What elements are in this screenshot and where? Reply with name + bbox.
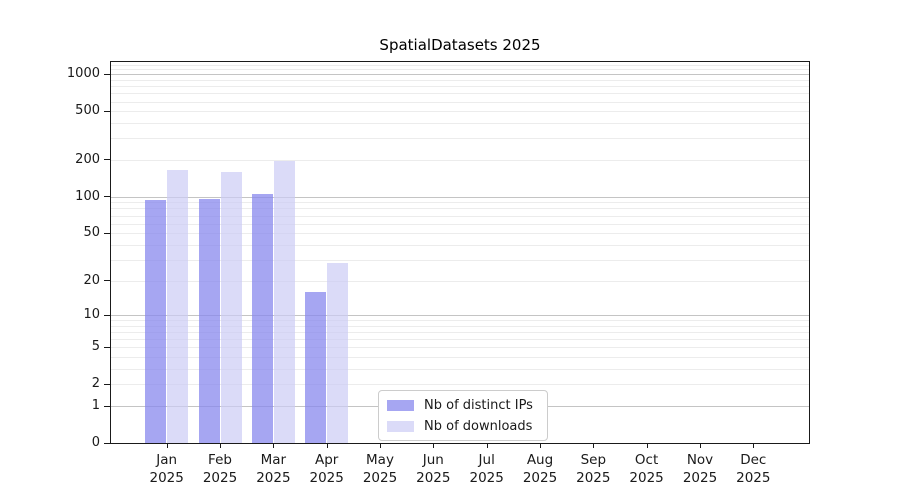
x-tick-label: Mar 2025 xyxy=(256,452,291,486)
gridline-minor xyxy=(111,223,809,225)
legend-label-downloads: Nb of downloads xyxy=(424,418,533,434)
gridline-major xyxy=(111,74,809,76)
bar-downloads-mar-2025 xyxy=(273,161,295,443)
x-tick-mark xyxy=(326,444,328,448)
y-tick-label: 10 xyxy=(83,307,100,322)
x-tick-label: Sep 2025 xyxy=(576,452,611,486)
gridline-minor xyxy=(111,347,809,349)
gridline-minor xyxy=(111,101,809,103)
x-tick-label: Oct 2025 xyxy=(629,452,664,486)
gridline-minor xyxy=(111,64,809,66)
legend: Nb of distinct IPs Nb of downloads xyxy=(378,390,548,441)
x-tick-mark xyxy=(700,444,701,448)
x-tick-mark xyxy=(273,444,275,448)
y-tick-label: 50 xyxy=(83,225,100,241)
gridline-minor xyxy=(111,325,809,327)
gridline-minor xyxy=(111,123,809,125)
y-tick-label: 1000 xyxy=(66,66,100,82)
x-tick-label: Nov 2025 xyxy=(682,452,718,486)
bar-distinct-ips-feb-2025 xyxy=(198,199,220,443)
x-tick-mark xyxy=(753,444,755,448)
gridline-minor xyxy=(111,357,809,359)
bar-distinct-ips-jan-2025 xyxy=(145,199,167,443)
plot-area xyxy=(110,61,810,444)
bar-downloads-feb-2025 xyxy=(220,172,242,443)
y-tick-mark xyxy=(104,405,110,407)
x-tick-label: Dec 2025 xyxy=(736,452,771,486)
legend-item-distinct-ips: Nb of distinct IPs xyxy=(387,396,538,414)
y-tick-label: 500 xyxy=(75,103,100,119)
y-tick-label: 2 xyxy=(91,376,100,392)
y-tick-label: 0 xyxy=(91,435,100,450)
y-tick-label: 5 xyxy=(91,339,100,355)
x-tick-mark xyxy=(433,444,435,448)
gridline-minor xyxy=(111,86,809,88)
legend-swatch-downloads xyxy=(387,420,414,432)
x-tick-label: Jul 2025 xyxy=(469,452,504,486)
y-tick-mark xyxy=(104,280,110,281)
y-tick-mark xyxy=(104,73,110,75)
legend-item-downloads: Nb of downloads xyxy=(387,417,538,435)
y-tick-mark xyxy=(104,314,110,316)
x-tick-mark xyxy=(166,444,168,448)
x-tick-mark xyxy=(540,444,541,448)
x-tick-label: Jan 2025 xyxy=(149,452,184,486)
x-tick-mark xyxy=(646,444,648,448)
x-tick-mark xyxy=(486,444,488,448)
bar-downloads-apr-2025 xyxy=(327,263,349,443)
gridline-minor xyxy=(111,369,809,370)
y-tick-mark xyxy=(104,159,110,161)
x-tick-mark xyxy=(380,444,381,448)
gridline-minor xyxy=(111,339,809,341)
gridline-minor xyxy=(111,259,809,261)
y-tick-mark xyxy=(104,196,110,198)
x-tick-label: Aug 2025 xyxy=(522,452,558,486)
y-tick-label: 200 xyxy=(75,151,100,167)
chart-title: SpatialDatasets 2025 xyxy=(379,36,541,54)
gridline-minor xyxy=(111,384,809,386)
y-tick-label: 20 xyxy=(83,272,100,288)
y-tick-mark xyxy=(104,110,110,112)
y-tick-mark xyxy=(104,346,110,348)
x-tick-label: Jun 2025 xyxy=(416,452,451,486)
y-tick-label: 100 xyxy=(75,188,100,204)
gridline-minor xyxy=(111,138,809,140)
gridline-minor xyxy=(111,111,809,113)
bar-distinct-ips-mar-2025 xyxy=(251,193,273,443)
y-tick-mark xyxy=(104,383,110,385)
x-tick-label: Feb 2025 xyxy=(202,452,238,486)
gridline-minor xyxy=(111,332,809,333)
gridline-minor xyxy=(111,202,809,204)
x-tick-mark xyxy=(220,444,221,448)
legend-label-distinct-ips: Nb of distinct IPs xyxy=(424,397,533,413)
bar-distinct-ips-apr-2025 xyxy=(305,291,327,443)
x-tick-label: May 2025 xyxy=(362,452,398,486)
bar-downloads-jan-2025 xyxy=(167,170,189,443)
x-tick-mark xyxy=(593,444,595,448)
gridline-minor xyxy=(111,244,809,246)
gridline-minor xyxy=(111,208,809,210)
y-tick-mark xyxy=(104,232,110,234)
gridline-minor xyxy=(111,280,809,282)
gridline-minor xyxy=(111,215,809,217)
y-tick-mark xyxy=(104,442,110,444)
y-tick-label: 1 xyxy=(91,398,100,413)
gridline-minor xyxy=(111,79,809,81)
x-tick-label: Apr 2025 xyxy=(309,452,344,486)
legend-swatch-distinct-ips xyxy=(387,399,414,411)
gridline-minor xyxy=(111,93,809,95)
gridline-major xyxy=(111,196,809,198)
gridline-minor xyxy=(111,233,809,235)
gridline-minor xyxy=(111,69,809,71)
gridline-minor xyxy=(111,320,809,322)
gridline-minor xyxy=(111,159,809,161)
gridline-major xyxy=(111,315,809,316)
